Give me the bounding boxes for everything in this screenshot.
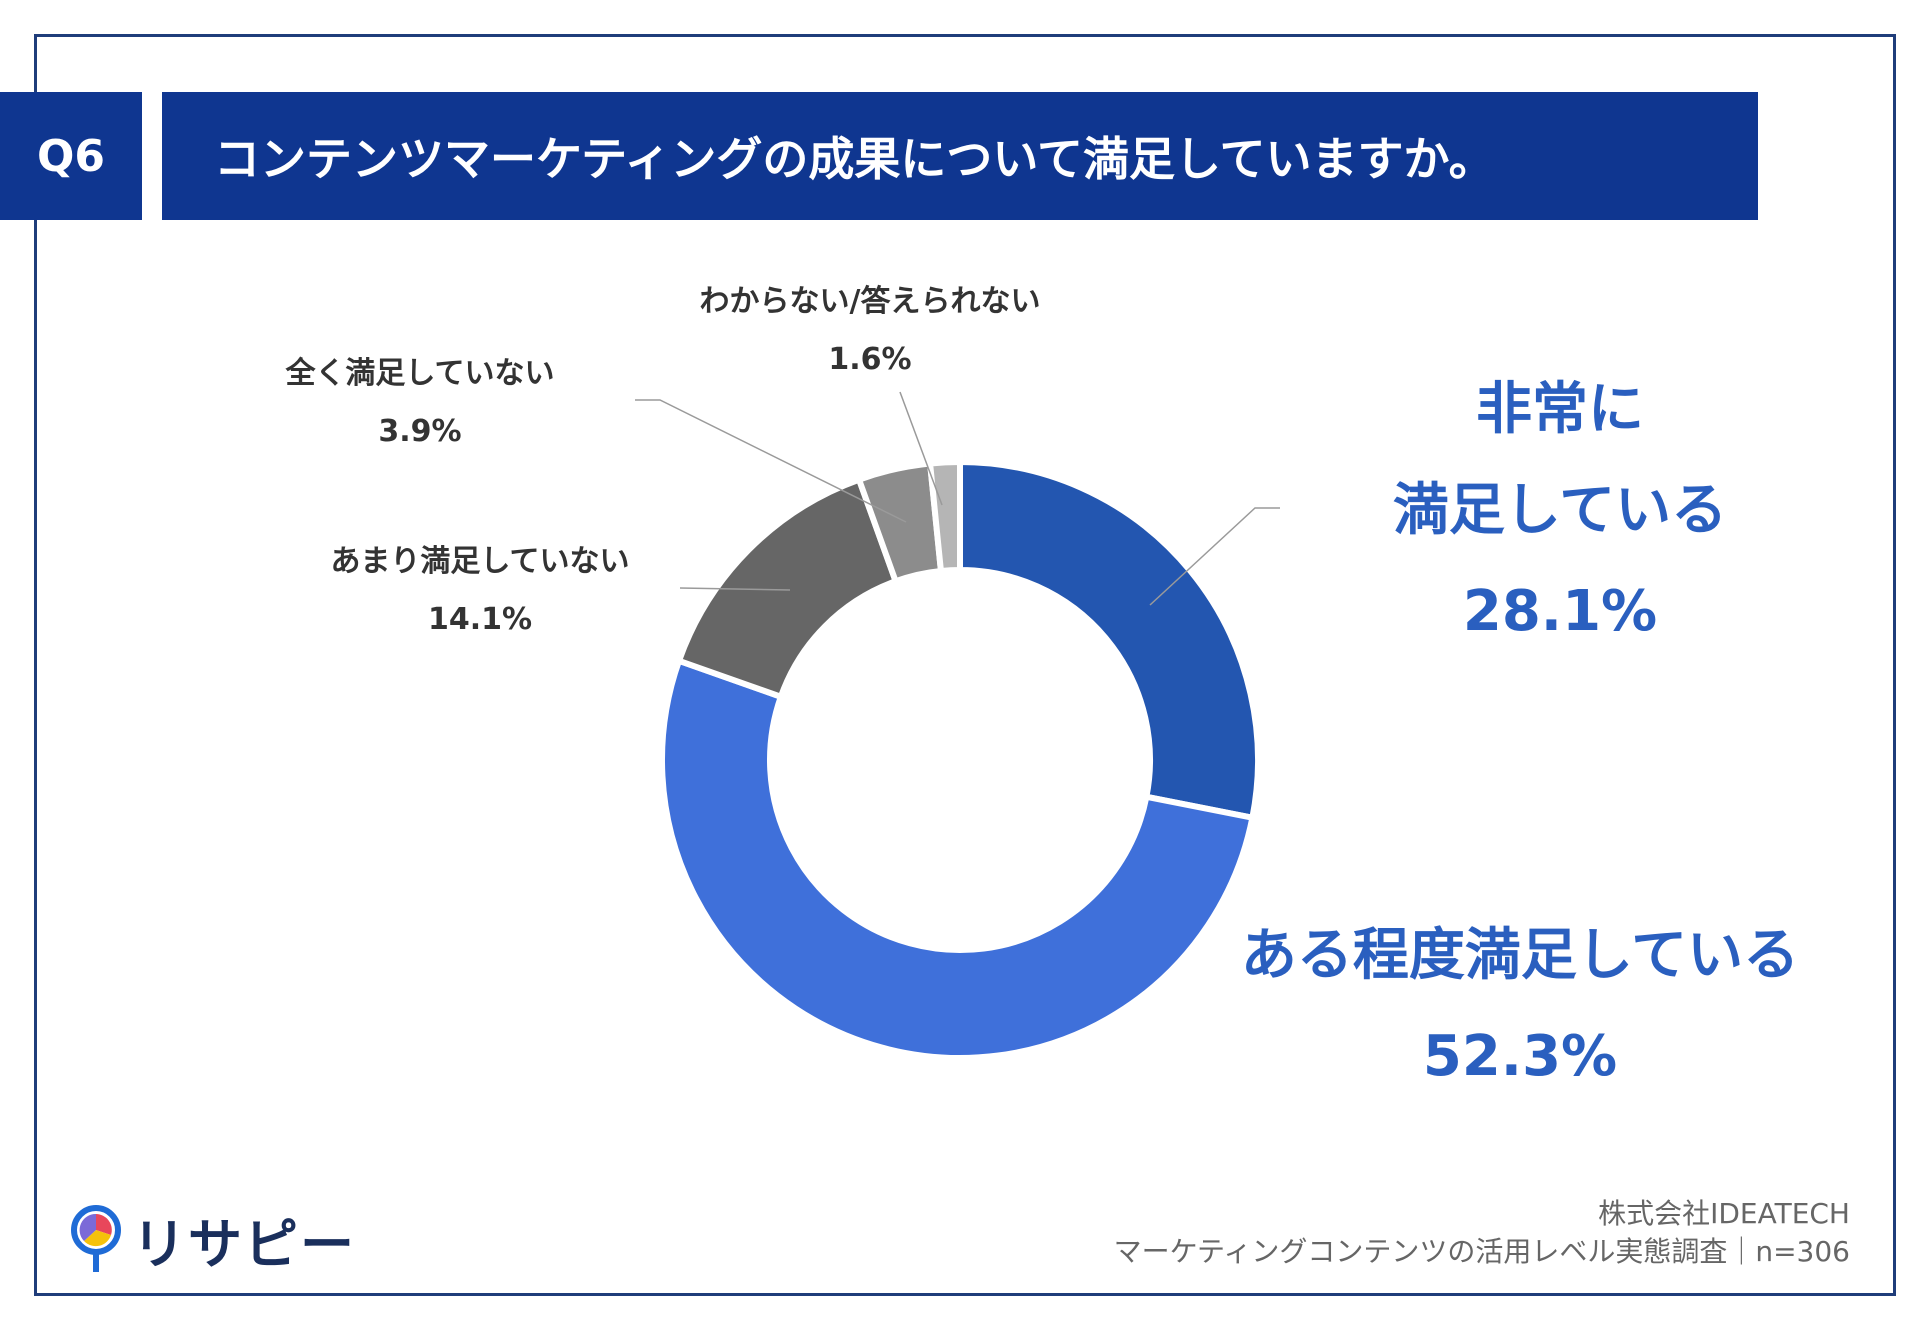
label-very-satisfied: 非常に 満足している 28.1% — [1380, 376, 1740, 646]
label-not-at-all-satisfied-text: 全く満足していない — [285, 356, 555, 391]
label-somewhat-satisfied-pct: 52.3% — [1422, 1024, 1618, 1090]
leader-line-not-very-satisfied — [679, 587, 791, 591]
label-somewhat-satisfied-line1: ある程度満足している — [1240, 923, 1800, 988]
logo-text: リサピー — [132, 1213, 356, 1276]
leader-line-unknown — [899, 391, 943, 506]
label-unknown: わからない/答えられない 1.6% — [660, 284, 1080, 378]
leader-line-not-at-all-satisfied — [635, 399, 907, 523]
label-very-satisfied-line1: 非常に — [1476, 377, 1644, 442]
question-number-badge: Q6 — [0, 92, 142, 220]
label-unknown-pct: 1.6% — [828, 342, 912, 377]
question-title: コンテンツマーケティングの成果について満足していますか。 — [214, 132, 1495, 186]
source-company: 株式会社IDEATECH — [1598, 1197, 1850, 1230]
brand-logo: リサピー — [70, 1200, 356, 1279]
slice-very-satisfied — [957, 458, 1261, 822]
label-very-satisfied-pct: 28.1% — [1462, 579, 1658, 645]
slice-unknown — [926, 458, 963, 575]
label-not-very-satisfied-text: あまり満足していない — [330, 544, 630, 579]
label-not-at-all-satisfied-pct: 3.9% — [378, 414, 462, 449]
slice-somewhat-satisfied — [658, 656, 1256, 1062]
source-survey: マーケティングコンテンツの活用レベル実態調査｜n=306 — [1113, 1234, 1850, 1268]
label-not-very-satisfied-pct: 14.1% — [427, 602, 533, 637]
label-not-very-satisfied: あまり満足していない 14.1% — [300, 544, 660, 638]
label-not-at-all-satisfied: 全く満足していない 3.9% — [250, 356, 590, 450]
label-very-satisfied-line2: 満足している — [1392, 478, 1728, 544]
pin-icon — [71, 1204, 121, 1272]
label-unknown-text: わからない/答えられない — [699, 284, 1041, 319]
slide-frame — [34, 34, 1896, 1296]
question-title-bar: コンテンツマーケティングの成果について満足していますか。 — [162, 92, 1758, 220]
source-note: 株式会社IDEATECH マーケティングコンテンツの活用レベル実態調査｜n=30… — [1114, 1195, 1850, 1271]
label-somewhat-satisfied: ある程度満足している 52.3% — [1220, 922, 1820, 1090]
leader-line-very-satisfied — [1149, 507, 1280, 606]
question-number: Q6 — [36, 130, 106, 182]
